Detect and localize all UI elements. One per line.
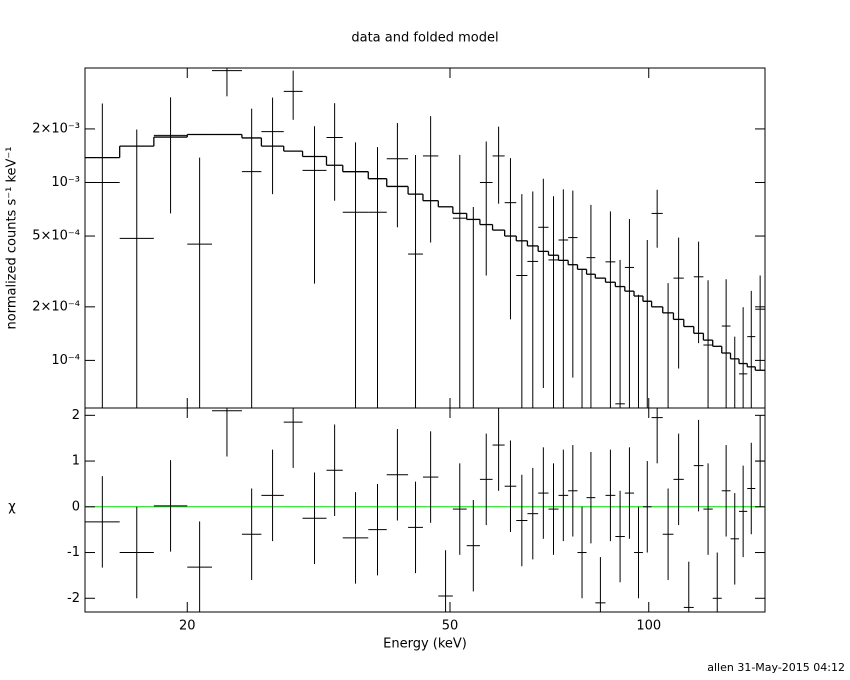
x-tick-label: 100	[636, 619, 661, 634]
chart-title: data and folded model	[351, 31, 498, 46]
y-tick-label: -2	[67, 591, 80, 606]
panel-frame	[84, 407, 766, 613]
plot-area	[85, 68, 765, 408]
y-tick-label: 10⁻⁴	[51, 353, 80, 368]
x-axis-label: Energy (keV)	[383, 637, 467, 652]
y-tick-label: 0	[72, 499, 80, 514]
y-tick-label: 2×10⁻³	[32, 121, 80, 136]
x-tick-label: 20	[179, 619, 196, 634]
plot-area	[85, 408, 765, 612]
footer: allen 31-May-2015 04:12	[707, 661, 845, 674]
y-axis-label: χ	[8, 500, 16, 515]
y-tick-label: 2	[72, 408, 80, 423]
y-tick-label: 5×10⁻⁴	[32, 229, 80, 244]
y-tick-label: 1	[72, 454, 80, 469]
x-tick-label: 50	[442, 619, 459, 634]
y-tick-label: -1	[67, 545, 80, 560]
y-tick-label: 10⁻³	[51, 175, 80, 190]
y-axis-label: normalized counts s⁻¹ keV⁻¹	[5, 147, 20, 330]
y-tick-label: 2×10⁻⁴	[32, 299, 80, 314]
